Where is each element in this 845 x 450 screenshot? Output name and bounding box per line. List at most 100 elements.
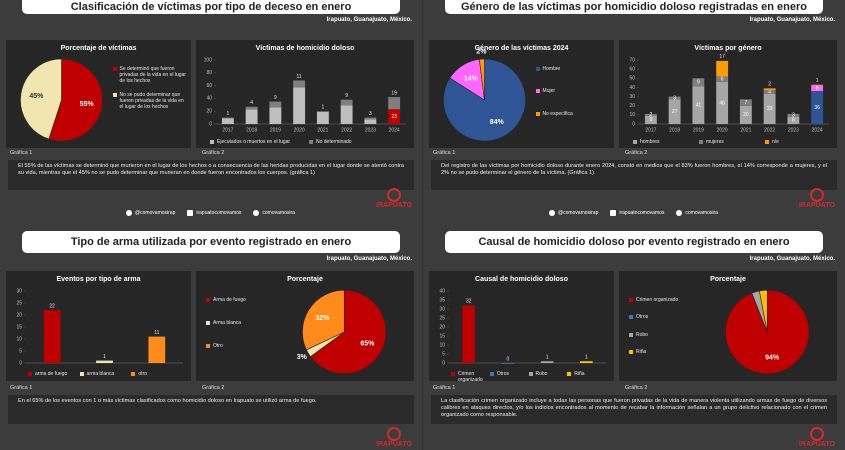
legend-item: n/e (765, 139, 831, 145)
legend-swatch (489, 372, 494, 376)
legend-item: Se determinó que fueron privadas de la v… (112, 65, 187, 84)
social-row: @comovamosirap irapuatocomovamos comovamos… (126, 210, 295, 216)
value-label: 36 (814, 105, 820, 111)
legend-label: No determinado (316, 139, 352, 145)
legend-swatch (629, 315, 633, 320)
value-label: 11 (297, 74, 302, 80)
legend-label: mujeres (706, 139, 724, 145)
y-tick-label: 25 (16, 300, 22, 306)
value-label: 4 (768, 89, 771, 95)
slice-label: 2% (476, 49, 487, 56)
pie-chart: Porcentaje 65% 3% 32% (287, 276, 387, 375)
legend-swatch (206, 343, 210, 348)
legend-label: Otro (213, 342, 223, 349)
bar-segment (221, 117, 234, 119)
caption: Gráfica 2 (625, 385, 648, 391)
legend-swatch (451, 372, 455, 376)
legend-label: Riña (574, 371, 585, 377)
legend-swatch (535, 89, 540, 94)
legend-item: Ejecutados o muertos en el lugar (210, 139, 309, 145)
slice-label: 65% (360, 341, 375, 348)
bar (43, 310, 61, 363)
bar-segment (692, 86, 705, 124)
value-label: 27 (672, 109, 678, 115)
logo-icon (387, 427, 401, 441)
y-tick-label: 20 (439, 324, 445, 330)
logo-icon (810, 188, 824, 202)
legend-label: hombres (640, 139, 660, 145)
y-tick-label: 20 (629, 103, 635, 109)
bar-chart: Causal de homicidio doloso05101520253035… (439, 276, 606, 366)
legend-swatch (131, 372, 136, 376)
bar (501, 363, 515, 364)
value-label: 19 (391, 90, 397, 96)
y-tick-label: 25 (439, 315, 445, 321)
value-label: 20 (743, 112, 749, 118)
x-tick-label: 2018 (246, 127, 257, 133)
panel-title: Género de las víctimas por homicidio dol… (445, 0, 823, 14)
bar-segment (763, 88, 776, 91)
social-icon (676, 210, 683, 216)
legend-swatch (629, 298, 633, 303)
x-tick-label: 2024 (812, 127, 823, 133)
location: Irapuato, Guanajuato, México. (749, 17, 835, 23)
bar-segment (763, 90, 776, 94)
legend-label: Robo (535, 371, 548, 377)
bar-segment (364, 117, 377, 120)
legend-swatch (206, 298, 210, 303)
panel: Tipo de arma utilizada por evento regist… (0, 225, 422, 450)
social-item: comovamosira (676, 210, 718, 216)
social-handle: @comovamosirap (135, 210, 176, 216)
legend-item: Otros (489, 371, 529, 377)
social-item: @comovamosirap (549, 210, 598, 216)
logo: IRAPUATO (795, 188, 839, 209)
bar (580, 361, 593, 363)
value-label: 17 (719, 54, 725, 60)
value-label: 3 (673, 95, 676, 101)
bar-segment (787, 113, 800, 117)
summary-text: En el 65% de los eventos con 1 o más víc… (8, 395, 414, 424)
y-tick-label: 40 (439, 288, 445, 294)
bar-segment (763, 93, 776, 124)
bar-segment (668, 96, 681, 100)
social-icon (549, 210, 555, 216)
y-tick-label: 5 (19, 348, 22, 354)
legend-swatch (629, 332, 633, 337)
value-label: 6 (816, 86, 819, 92)
social-handle: @comovamosirap (558, 210, 599, 216)
value-label: 11 (154, 330, 159, 336)
bar-segment (739, 105, 752, 124)
value-label: 41 (696, 103, 702, 109)
legend-swatch (699, 140, 703, 144)
y-tick-label: 100 (204, 57, 213, 63)
legend-label: Crimen organizado (458, 371, 483, 383)
y-tick-label: 20 (16, 312, 22, 318)
slice-label: 84% (490, 119, 505, 126)
legend-label: Riña (636, 348, 647, 355)
legend-item: No específica (535, 111, 610, 117)
y-tick-label: 0 (632, 121, 635, 127)
legend-label: Se determinó que fueron privadas de la v… (119, 65, 186, 84)
x-tick-label: 2019 (693, 127, 704, 133)
value-label: 9 (649, 117, 652, 123)
chart-box: Género de las víctimas 2024 84% 14% 2% Hombr… (429, 40, 614, 148)
bar-segment (293, 80, 306, 88)
caption: Gráfica 2 (202, 385, 225, 391)
legend-swatch (206, 321, 210, 326)
legend-item: arma blanca (79, 371, 132, 377)
social-item: comovamosira (253, 210, 295, 216)
caption: Gráfica 1 (10, 385, 33, 391)
logo: IRAPUATO (372, 427, 416, 448)
y-tick-label: 70 (629, 57, 635, 63)
y-tick-label: 30 (439, 306, 445, 312)
y-tick-label: 50 (629, 76, 635, 82)
logo-icon (387, 188, 401, 202)
legend-label: arma blanca (86, 371, 115, 377)
legend-label: Arma blanca (213, 320, 242, 327)
bar-segment (692, 78, 705, 87)
legend-item: Crimen organizado (451, 371, 490, 383)
legend-label: Arma de fuego (213, 297, 246, 304)
value-label: 1 (226, 111, 229, 117)
